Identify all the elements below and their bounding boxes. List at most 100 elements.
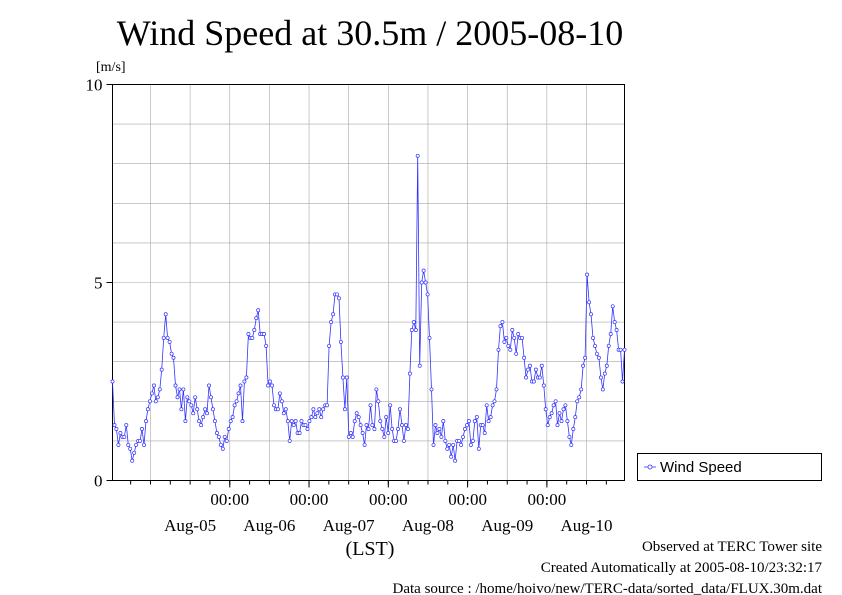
data-point [413, 328, 418, 332]
data-point [331, 312, 336, 317]
data-point [161, 335, 166, 340]
data-point [191, 411, 196, 416]
data-point [167, 339, 172, 344]
data-point [201, 415, 206, 420]
legend: Wind Speed [637, 453, 822, 481]
x-date-label: Aug-09 [481, 516, 533, 535]
data-point [338, 339, 343, 344]
data-point [488, 415, 493, 420]
data-point [606, 343, 611, 348]
data-point [549, 411, 554, 416]
data-point [405, 427, 410, 431]
data-point [374, 387, 379, 392]
data-point [342, 407, 347, 412]
data-point [390, 427, 395, 431]
data-point [551, 403, 556, 408]
data-point [240, 419, 245, 424]
data-point [461, 434, 465, 439]
data-point [173, 383, 178, 388]
data-point [335, 292, 339, 297]
data-point [226, 427, 231, 431]
data-point [234, 399, 239, 404]
data-point [417, 363, 422, 368]
data-point [539, 363, 544, 368]
data-point [470, 438, 475, 443]
data-point [313, 415, 318, 420]
chart-title: Wind Speed at 30.5m / 2005-08-10 [117, 13, 623, 53]
data-point [224, 438, 229, 443]
data-point [415, 153, 420, 158]
data-point [516, 332, 521, 336]
data-point [602, 371, 607, 376]
data-point [380, 427, 385, 431]
data-point [543, 407, 548, 412]
data-point [561, 407, 566, 412]
data-point [593, 343, 597, 348]
data-point [270, 383, 274, 388]
data-point [394, 438, 399, 443]
data-point [614, 328, 619, 332]
data-point [465, 423, 469, 428]
data-point [153, 399, 158, 404]
data-point [321, 407, 326, 412]
data-point [594, 351, 599, 356]
data-point [386, 431, 391, 435]
data-point [157, 387, 162, 392]
data-point [618, 347, 623, 352]
data-point [451, 442, 456, 447]
data-point [207, 383, 211, 388]
data-point [401, 438, 406, 443]
data-point [285, 419, 290, 424]
data-point [279, 399, 284, 404]
data-point [291, 423, 296, 428]
data-point [459, 442, 464, 447]
data-point [128, 446, 133, 451]
data-point [388, 403, 393, 408]
data-point [266, 383, 271, 388]
data-point [319, 415, 324, 420]
data-point [165, 335, 170, 340]
x-time-label: 00:00 [528, 490, 567, 509]
wind-speed-line [112, 155, 625, 461]
data-point [232, 403, 237, 408]
data-point [598, 375, 603, 380]
data-point [429, 387, 434, 392]
x-time-label: 00:00 [290, 490, 329, 509]
grid-lines [112, 84, 625, 481]
data-point [151, 383, 156, 388]
data-point [327, 343, 332, 348]
data-point [179, 407, 184, 412]
data-point [130, 458, 135, 463]
data-point [445, 446, 450, 451]
data-point [533, 367, 538, 372]
data-point [197, 419, 202, 424]
y-tick-label: 0 [94, 472, 103, 491]
data-point [557, 411, 562, 416]
data-point [433, 423, 438, 428]
data-point [183, 419, 188, 424]
legend-box [637, 453, 822, 481]
data-point [303, 423, 308, 428]
data-point [409, 328, 414, 332]
data-point [140, 427, 144, 431]
data-point [457, 438, 462, 443]
data-point [220, 446, 225, 451]
data-point [476, 446, 481, 451]
data-point [466, 419, 471, 424]
data-point [214, 431, 219, 435]
data-point [376, 399, 381, 404]
data-point [254, 316, 259, 321]
data-point [364, 423, 369, 428]
x-time-label: 00:00 [369, 490, 408, 509]
data-point [193, 395, 198, 400]
data-point [622, 347, 627, 352]
data-point [216, 434, 221, 439]
data-point [366, 427, 371, 431]
data-point [591, 335, 595, 340]
data-point [502, 339, 507, 344]
data-point [579, 387, 584, 392]
data-point [403, 423, 408, 428]
data-point [350, 434, 355, 439]
data-point [453, 458, 458, 463]
data-point [583, 355, 588, 360]
